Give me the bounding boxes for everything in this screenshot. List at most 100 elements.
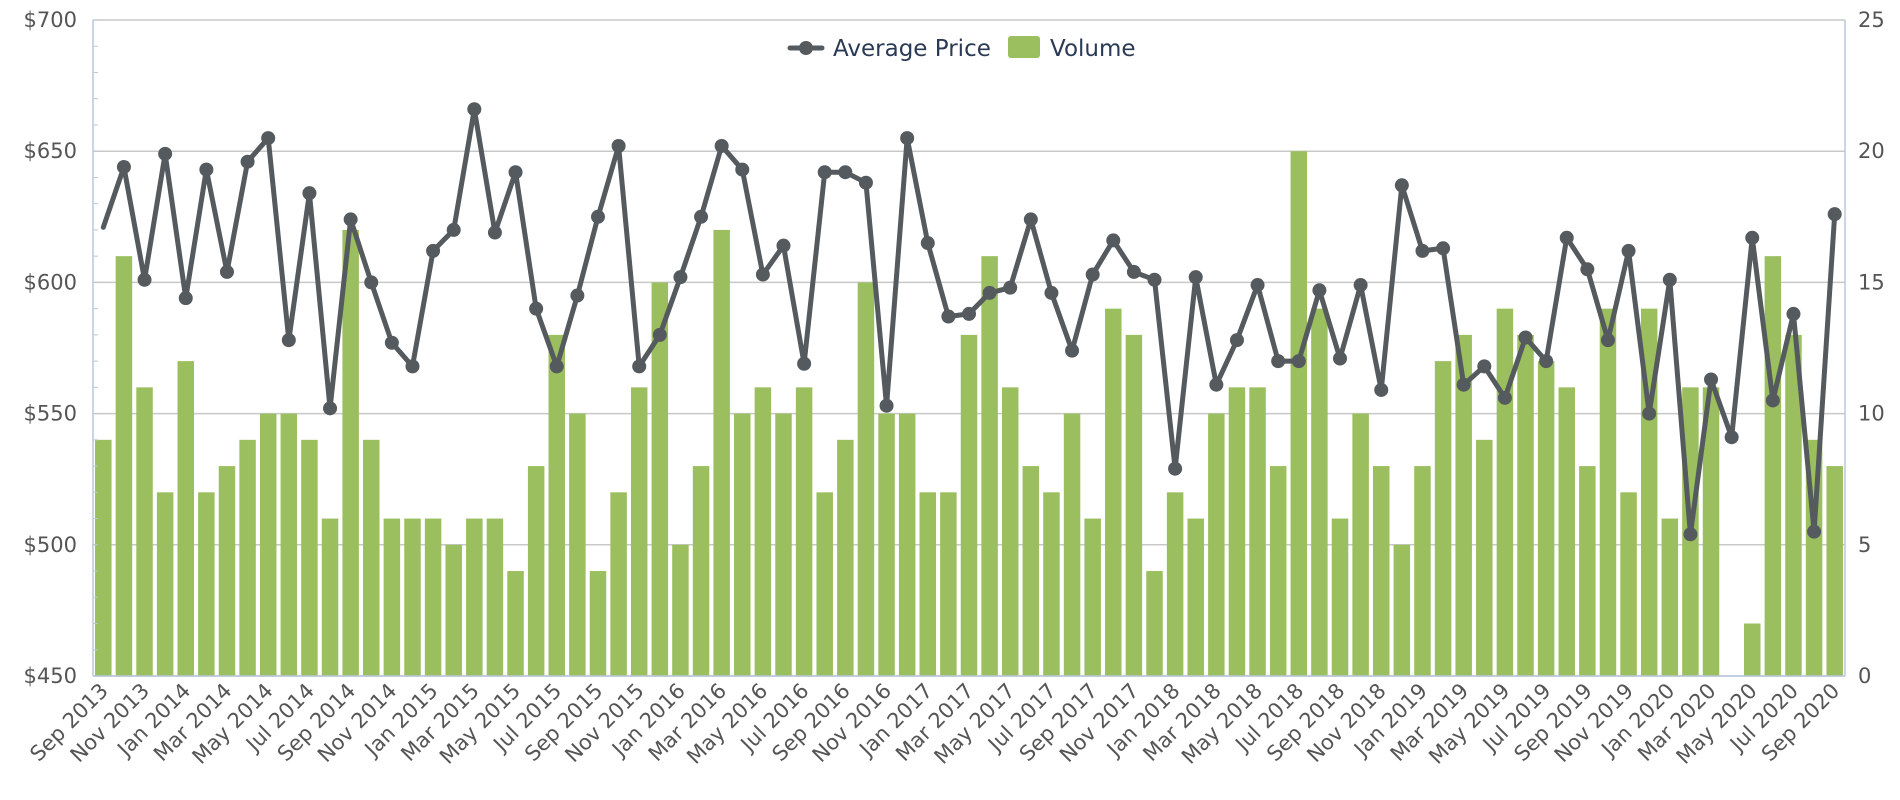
price-point xyxy=(1353,278,1368,293)
price-point xyxy=(632,359,647,374)
volume-bar xyxy=(630,387,648,676)
volume-bar xyxy=(321,518,339,676)
price-point xyxy=(900,131,915,146)
price-point xyxy=(1209,377,1224,392)
volume-bar xyxy=(754,387,772,676)
volume-bar xyxy=(259,413,277,676)
price-point xyxy=(1600,333,1615,348)
price-point xyxy=(1621,243,1636,258)
price-point xyxy=(364,275,379,290)
legend-item-volume[interactable]: Volume xyxy=(1008,36,1136,62)
volume-bar xyxy=(1476,439,1493,676)
price-point xyxy=(735,162,750,177)
price-point xyxy=(694,209,709,224)
price-point xyxy=(199,162,214,177)
volume-bar xyxy=(301,439,318,676)
price-point xyxy=(1436,241,1451,256)
price-point xyxy=(714,138,729,153)
price-point xyxy=(487,225,502,240)
price-point xyxy=(611,138,626,153)
volume-bar xyxy=(795,387,813,676)
price-point xyxy=(1745,230,1760,245)
volume-bar xyxy=(878,413,895,676)
right-axis-ticks: 0 5 10 15 20 25 xyxy=(1858,8,1885,688)
legend-label-volume: Volume xyxy=(1050,36,1136,62)
price-point xyxy=(384,335,399,350)
volume-bar xyxy=(1311,308,1328,676)
price-point xyxy=(1807,524,1822,539)
price-point xyxy=(1580,262,1595,277)
price-point xyxy=(1250,278,1265,293)
volume-bar xyxy=(1744,623,1761,676)
left-tick-label: $550 xyxy=(24,402,77,426)
volume-bar xyxy=(1063,413,1081,676)
legend[interactable]: Average Price Volume xyxy=(787,36,1136,62)
volume-bar xyxy=(734,413,751,676)
price-point xyxy=(261,131,276,146)
volume-bar xyxy=(363,439,380,676)
price-point xyxy=(817,165,832,180)
price-point xyxy=(281,333,296,348)
volume-bar xyxy=(1496,308,1514,676)
volume-bar xyxy=(919,492,937,676)
left-tick-label: $650 xyxy=(24,139,77,163)
volume-bar xyxy=(1558,387,1575,676)
volume-bar xyxy=(589,571,607,676)
price-point xyxy=(1786,306,1801,321)
left-tick-label: $500 xyxy=(24,533,77,557)
price-point xyxy=(982,285,997,300)
volume-bar xyxy=(507,571,524,676)
price-point xyxy=(1518,330,1533,345)
price-point xyxy=(1106,233,1121,248)
volume-bar xyxy=(115,256,133,676)
volume-bar xyxy=(1764,256,1782,676)
price-point xyxy=(446,222,461,237)
volume-bar xyxy=(383,518,401,676)
price-point xyxy=(1065,343,1080,358)
legend-bar-icon xyxy=(1008,36,1040,58)
price-point xyxy=(776,238,791,253)
volume-bar xyxy=(775,413,792,676)
price-point xyxy=(920,236,935,251)
legend-item-average-price[interactable]: Average Price xyxy=(787,36,991,62)
volume-bar xyxy=(1043,492,1060,676)
price-point xyxy=(941,309,956,324)
price-point xyxy=(1827,207,1842,222)
volume-bar xyxy=(1414,466,1431,676)
price-point xyxy=(1312,283,1327,298)
price-point xyxy=(302,186,317,201)
price-point xyxy=(137,272,152,287)
volume-bar xyxy=(1146,571,1163,676)
price-point xyxy=(1477,359,1492,374)
volume-bar xyxy=(981,256,998,676)
volume-bar xyxy=(404,518,421,676)
price-point xyxy=(405,359,420,374)
price-point xyxy=(1085,267,1100,282)
volume-bar xyxy=(424,518,442,676)
volume-bar xyxy=(177,361,194,676)
price-point xyxy=(1539,354,1554,369)
volume-bar xyxy=(1661,518,1679,676)
price-point xyxy=(570,288,585,303)
volume-bar xyxy=(1249,387,1266,676)
right-tick-label: 10 xyxy=(1858,402,1885,426)
volume-bar xyxy=(1187,518,1204,676)
left-axis-ticks: $450 $500 $550 $600 $650 $700 xyxy=(24,8,77,688)
volume-bar xyxy=(342,229,359,677)
volume-bar xyxy=(1599,308,1617,676)
volume-bar xyxy=(445,544,462,676)
price-point xyxy=(1394,178,1409,193)
volume-bar xyxy=(1579,466,1596,676)
volume-bar xyxy=(610,492,627,676)
volume-bar xyxy=(1352,413,1369,676)
left-tick-label: $600 xyxy=(24,270,77,294)
price-point xyxy=(549,359,564,374)
volume-bar xyxy=(1702,387,1720,676)
volume-bar xyxy=(692,466,710,676)
price-point xyxy=(1168,461,1183,476)
volume-bar xyxy=(1826,466,1843,676)
price-point xyxy=(158,146,173,161)
volume-bar xyxy=(672,544,689,676)
price-point xyxy=(1662,272,1677,287)
